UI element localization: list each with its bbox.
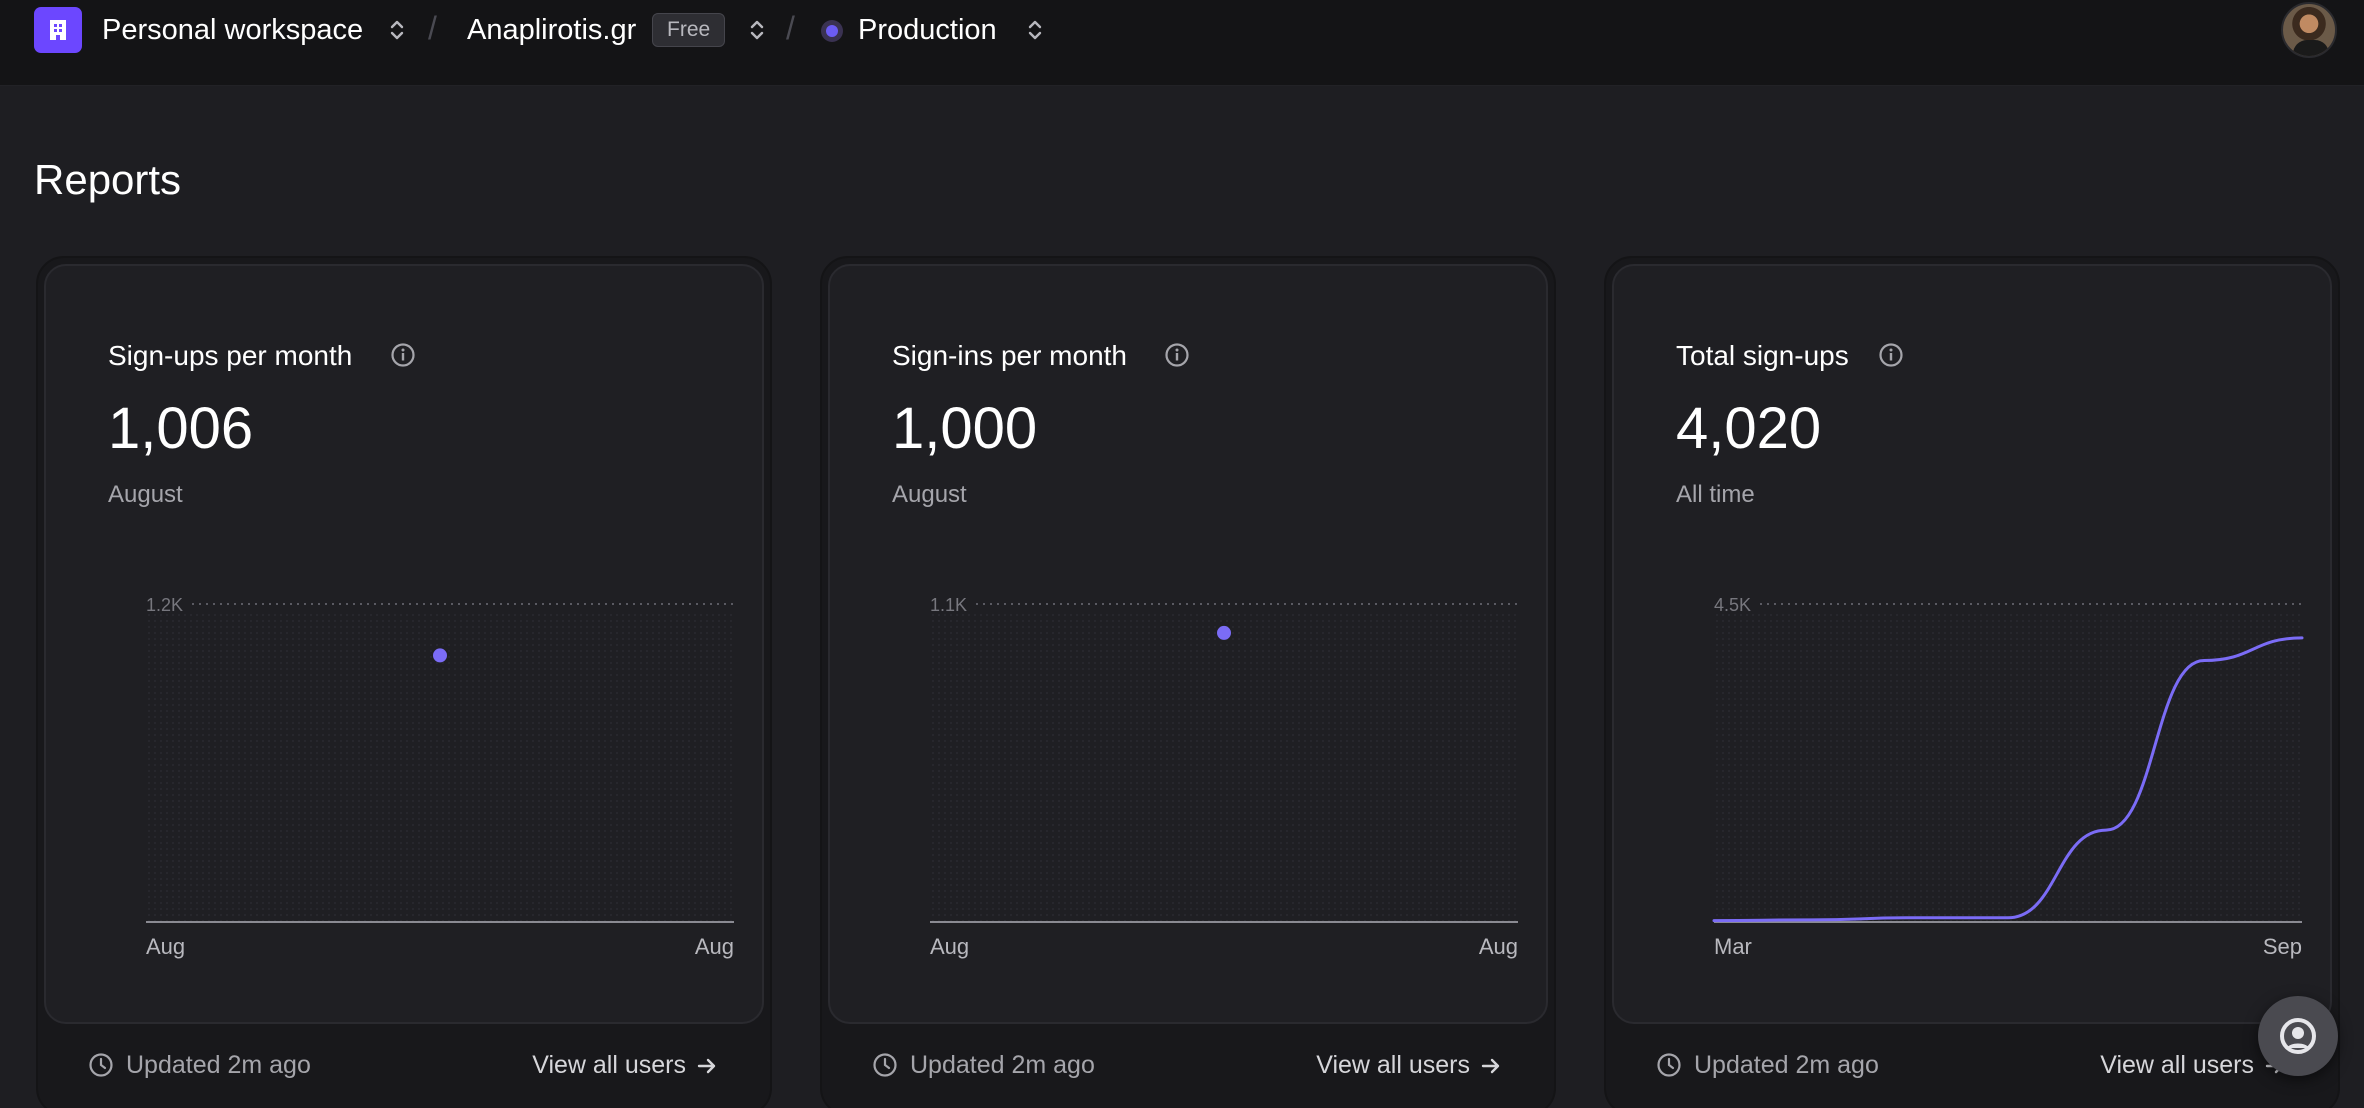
- chart-grid-area: [930, 614, 1518, 922]
- last-updated: Updated 2m ago: [88, 1048, 311, 1082]
- card-footer: Updated 2m ago View all users: [1606, 1048, 2338, 1098]
- page-title: Reports: [34, 156, 182, 203]
- environment-status-icon: [821, 20, 843, 42]
- y-max-label: 4.5K: [1714, 595, 1751, 615]
- report-card-body: Total sign-ups 4,020 All time 4.5K Mar Sep: [1612, 264, 2332, 1024]
- report-card-body: Sign-ups per month 1,006 August 1.2K Aug A…: [44, 264, 764, 1024]
- breadcrumb-separator: /: [428, 10, 437, 46]
- view-all-users-label: View all users: [2100, 1051, 2254, 1079]
- report-card-signins-per-month: Sign-ins per month 1,000 August 1.1K Aug A…: [820, 256, 1556, 1108]
- support-icon: [2280, 1018, 2316, 1054]
- card-footer: Updated 2m ago View all users: [38, 1048, 770, 1098]
- view-all-users-link[interactable]: View all users: [2100, 1048, 2286, 1082]
- last-updated: Updated 2m ago: [1656, 1048, 1879, 1082]
- metric-period: August: [108, 481, 183, 508]
- environment-switcher[interactable]: Production: [858, 14, 997, 46]
- workspace-logo-icon[interactable]: [34, 7, 82, 53]
- breadcrumb-separator: /: [786, 10, 795, 46]
- card-title: Sign-ups per month: [108, 340, 353, 371]
- x-tick-label: Aug: [695, 934, 734, 959]
- y-max-label: 1.2K: [146, 595, 183, 615]
- x-tick-label: Aug: [1479, 934, 1518, 959]
- chart-grid-area: [146, 614, 734, 922]
- view-all-users-label: View all users: [532, 1051, 686, 1079]
- application-switcher[interactable]: Anaplirotis.gr: [467, 14, 637, 46]
- clock-icon: [89, 1053, 113, 1077]
- workspace-switcher[interactable]: Personal workspace: [102, 14, 364, 46]
- signins-chart: 1.1K Aug Aug: [930, 595, 1518, 959]
- card-title: Sign-ins per month: [892, 340, 1128, 371]
- chevron-up-down-icon[interactable]: [386, 16, 408, 44]
- last-updated-text: Updated 2m ago: [1694, 1051, 1879, 1079]
- plan-badge: Free: [652, 13, 726, 47]
- arrow-right-icon: [1481, 1058, 1500, 1074]
- report-card-total-signups: Total sign-ups 4,020 All time 4.5K Mar Sep…: [1604, 256, 2340, 1108]
- series-line: [1712, 636, 2304, 923]
- report-card-body: Sign-ins per month 1,000 August 1.1K Aug A…: [828, 264, 1548, 1024]
- clock-icon: [1657, 1053, 1681, 1077]
- user-avatar[interactable]: [2281, 2, 2337, 58]
- help-button[interactable]: [2258, 996, 2338, 1076]
- view-all-users-link[interactable]: View all users: [532, 1048, 718, 1082]
- metric-value: 1,006: [108, 396, 254, 461]
- x-tick-label: Aug: [146, 934, 185, 959]
- clock-icon: [873, 1053, 897, 1077]
- total-signups-chart: 4.5K Mar Sep: [1712, 595, 2304, 959]
- chevron-up-down-icon[interactable]: [1024, 16, 1046, 44]
- x-tick-label: Sep: [2263, 934, 2302, 959]
- signups-chart: 1.2K Aug Aug: [146, 595, 734, 959]
- chevron-up-down-icon[interactable]: [746, 16, 768, 44]
- data-point: [1217, 625, 1231, 640]
- view-all-users-label: View all users: [1316, 1051, 1470, 1079]
- last-updated-text: Updated 2m ago: [910, 1051, 1095, 1079]
- metric-period: August: [892, 481, 967, 508]
- arrow-right-icon: [697, 1058, 716, 1074]
- last-updated-text: Updated 2m ago: [126, 1051, 311, 1079]
- metric-period: All time: [1676, 481, 1755, 508]
- card-footer: Updated 2m ago View all users: [822, 1048, 1554, 1098]
- x-tick-label: Mar: [1714, 934, 1752, 959]
- info-icon[interactable]: [390, 342, 416, 368]
- top-bar: Personal workspace / Anaplirotis.gr Free…: [0, 0, 2364, 86]
- y-max-label: 1.1K: [930, 595, 967, 615]
- metric-value: 1,000: [892, 396, 1038, 461]
- last-updated: Updated 2m ago: [872, 1048, 1095, 1082]
- x-tick-label: Aug: [930, 934, 969, 959]
- view-all-users-link[interactable]: View all users: [1316, 1048, 1502, 1082]
- info-icon[interactable]: [1878, 342, 1904, 368]
- report-card-signups-per-month: Sign-ups per month 1,006 August 1.2K Aug A…: [36, 256, 772, 1108]
- info-icon[interactable]: [1164, 342, 1190, 368]
- data-point: [433, 648, 447, 663]
- metric-value: 4,020: [1676, 396, 1822, 461]
- chart-grid-area: [1714, 614, 2302, 922]
- card-title: Total sign-ups: [1676, 340, 1849, 371]
